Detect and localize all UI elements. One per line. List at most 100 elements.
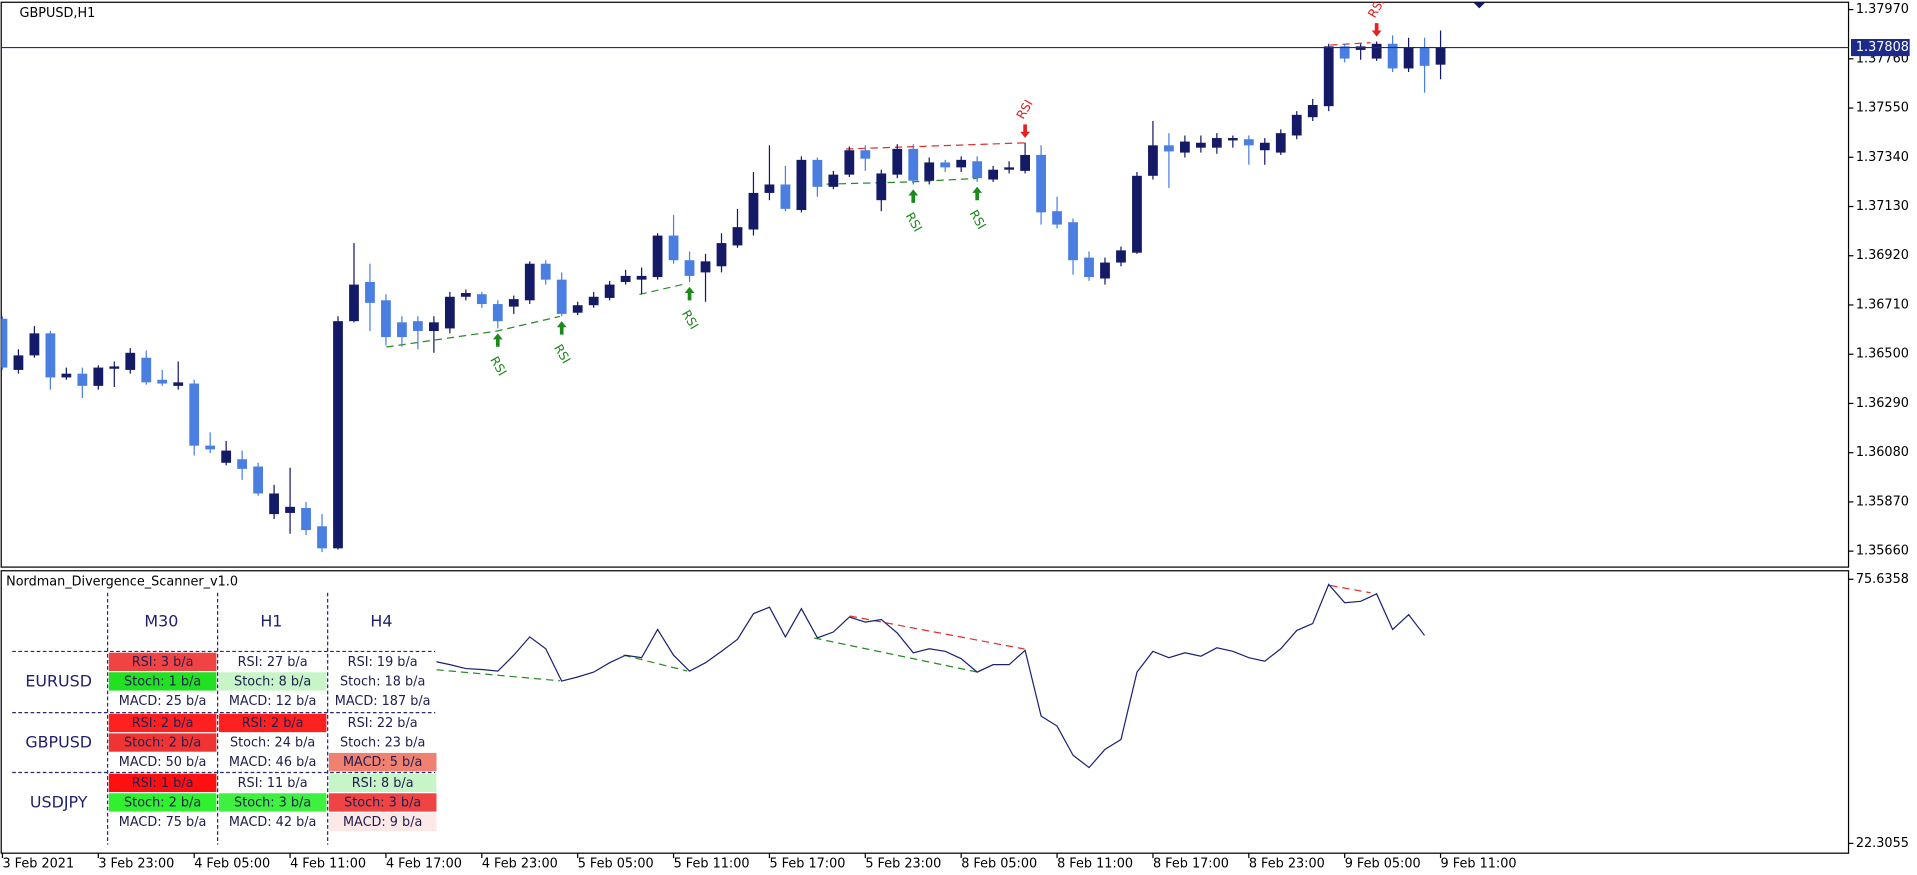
candle-body [157,379,168,384]
y-tick-label: 1.36290 [1856,396,1909,411]
signal-text: RSI: 2 b/a [132,716,194,731]
y-tick-label: 1.37340 [1856,150,1909,165]
candle-body [844,150,855,175]
candle-body [189,383,200,446]
candle-body [397,322,407,338]
candle-body [860,150,871,159]
bull-divergence [386,315,561,348]
y-tick-label: 1.37970 [1856,2,1909,17]
signal-arrow [1371,23,1382,37]
signal-cell [328,672,437,691]
row-symbol: EURUSD [25,672,92,691]
candle-body [61,373,72,378]
x-tick-label: 8 Feb 23:00 [1249,857,1325,872]
row-symbol: GBPUSD [25,733,92,752]
candle-body [1,318,8,368]
bear-divergence [1330,41,1371,46]
bull-divergence [814,177,979,186]
signal-cell [108,733,217,752]
signal-text: Stoch: 8 b/a [234,675,311,690]
signal-text: MACD: 9 b/a [343,815,422,830]
candles: RSI RSI RSI RSI RSI RSI RSI [1,2,1446,553]
x-tick-label: 3 Feb 2021 [2,857,74,872]
shift-marker [1473,2,1486,9]
candle-body [812,159,823,187]
signal-text: RSI: 19 b/a [348,655,418,670]
candle-body [1100,262,1110,279]
signal-label: RSI [679,308,701,332]
candle-body [317,526,327,549]
candle-body [620,275,631,283]
y-tick-label: 1.37550 [1856,101,1909,116]
indicator-divergence-lines [436,584,1371,682]
signal-label: RSI [551,342,573,366]
candle-body [1164,145,1174,152]
signal-text: Stoch: 2 b/a [124,736,201,751]
x-tick-label: 8 Feb 17:00 [1153,857,1229,872]
row-symbol: USDJPY [30,793,88,812]
signal-cell [328,691,437,711]
candle-body [924,162,935,181]
candle-body [29,333,40,356]
signal-arrow [492,333,503,347]
bull-divergence [814,637,979,673]
signal-cell [108,652,217,672]
signal-cell [218,691,327,711]
signal-cell [108,713,217,733]
candle-body [1116,250,1126,263]
signal-text: MACD: 25 b/a [119,694,207,709]
signal-cell [328,752,437,772]
signal-arrow [1020,124,1030,138]
y-tick-label: 1.36080 [1856,445,1909,460]
signal-arrow [972,186,983,201]
signal-cell [328,773,437,793]
candle-body [1403,47,1414,69]
candle-body [940,162,951,168]
candle-body [413,321,423,332]
column-header: H1 [260,612,282,631]
signal-cell [108,752,217,772]
candle-body [269,493,279,515]
candle-body [221,450,232,463]
candle-body [1307,105,1318,118]
candle-body [748,192,759,230]
signal-cell [328,793,437,812]
signal-cell [108,672,217,691]
candle-body [700,261,711,273]
signal-cell [328,733,437,752]
y-tick-label: 1.36500 [1856,347,1909,362]
candle-body [668,235,679,261]
signal-text: Stoch: 18 b/a [340,675,425,690]
candle-body [972,161,983,179]
signal-cell [328,652,437,672]
candle-body [173,382,184,386]
signal-cell [218,713,327,733]
signal-text: Stoch: 2 b/a [124,796,201,811]
candle-body [141,357,152,383]
signal-cell [218,733,327,752]
candle-body [1068,222,1078,261]
candle-body [540,263,551,280]
candle-body [1195,142,1206,148]
candle-body [636,275,647,280]
candle-body [381,300,391,338]
candle-body [1052,211,1062,225]
candle-body [732,227,743,246]
x-tick-label: 4 Feb 23:00 [482,857,558,872]
candle-body [1323,46,1334,107]
signal-cell [218,793,327,812]
candle-body [1020,154,1030,171]
candle-body [796,159,807,211]
signal-arrow [556,321,567,335]
candle-body [444,296,455,329]
candle-body [1180,141,1190,153]
bear-divergence [846,142,1025,150]
candle-body [349,284,359,322]
signal-text: MACD: 187 b/a [335,694,431,709]
indicator-pane [0,570,1850,854]
indicator-line [433,583,1426,769]
signal-text: RSI: 8 b/a [352,776,414,791]
candle-body [780,184,791,209]
signal-cell [218,652,327,672]
bear-divergence [1330,584,1371,594]
